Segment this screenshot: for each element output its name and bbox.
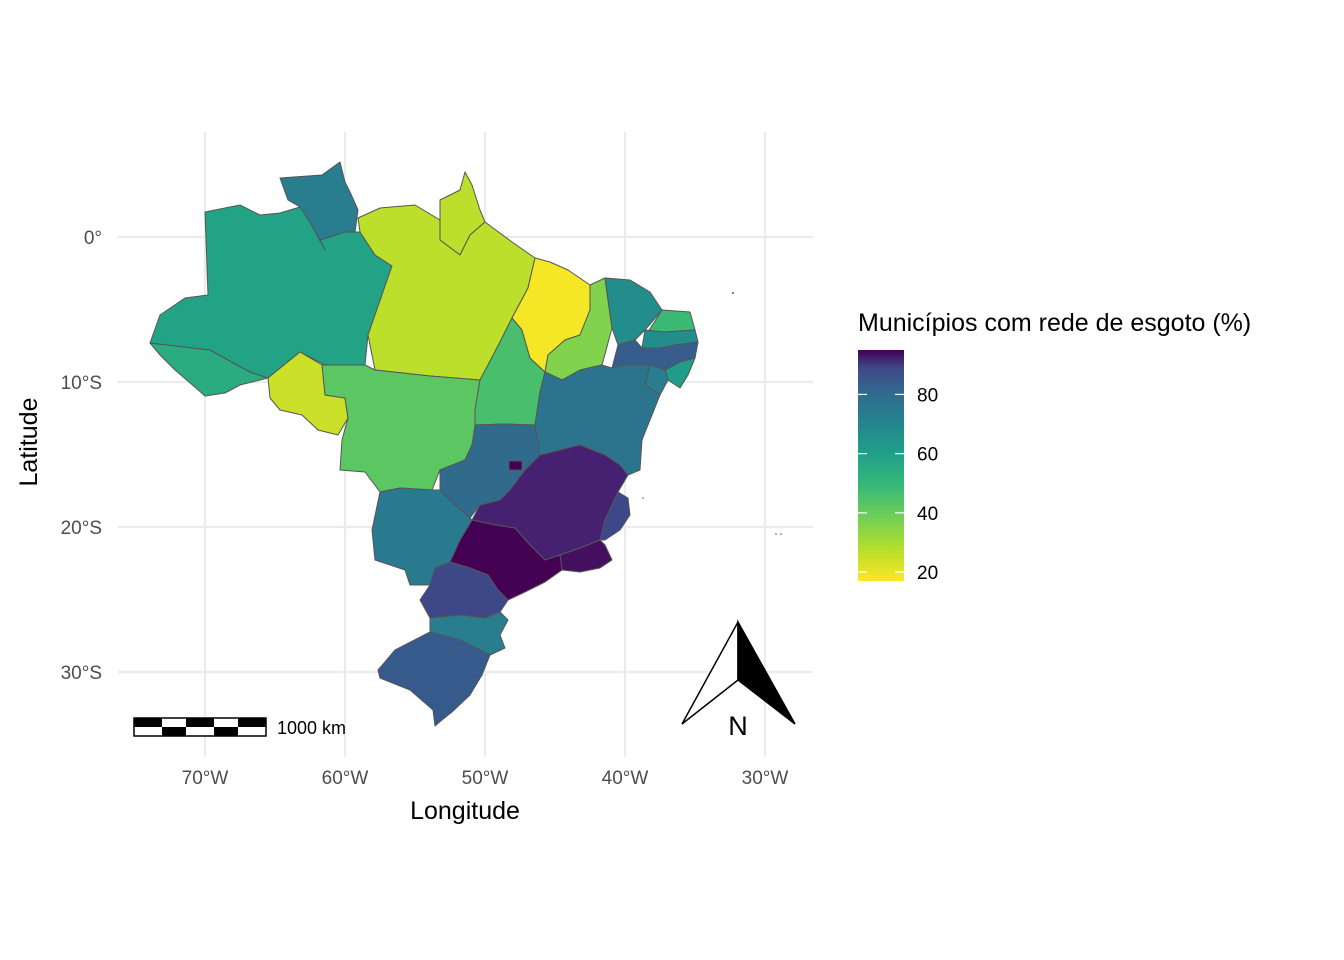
states-layer: [149, 161, 699, 727]
legend-label: 60: [917, 445, 938, 466]
y-axis-title: Latitude: [15, 398, 43, 487]
x-tick-label: 40°W: [602, 768, 649, 789]
state-ms: [371, 487, 473, 586]
x-tick-label: 60°W: [322, 768, 369, 789]
scale-bar-label: 1000 km: [277, 718, 346, 738]
legend: Municípios com rede de esgoto (%) 80 60 …: [858, 309, 1251, 584]
legend-label: 40: [917, 504, 938, 525]
legend-colorbar: [858, 350, 904, 581]
scale-bar: 1000 km: [133, 717, 346, 738]
island-dots: [642, 292, 782, 535]
y-tick-label: 10°S: [61, 373, 102, 394]
state-es: [599, 491, 631, 541]
y-tick-label: 0°: [84, 228, 102, 249]
legend-ticks: [858, 393, 904, 573]
state-rs: [377, 631, 491, 727]
x-tick-label: 30°W: [742, 768, 789, 789]
x-axis-title: Longitude: [410, 797, 520, 825]
state-df: [508, 460, 523, 471]
x-tick-label: 50°W: [462, 768, 509, 789]
y-tick-label: 20°S: [61, 518, 102, 539]
north-arrow: N: [681, 619, 796, 741]
state-ro: [267, 351, 349, 436]
legend-labels: 80 60 40 20: [917, 385, 938, 584]
state-rr: [279, 161, 359, 251]
x-tick-label: 70°W: [182, 768, 229, 789]
y-tick-label: 30°S: [61, 663, 102, 684]
legend-label: 20: [917, 563, 938, 584]
state-ce: [604, 277, 663, 346]
legend-title: Municípios com rede de esgoto (%): [858, 309, 1251, 337]
north-arrow-label: N: [728, 711, 748, 741]
legend-label: 80: [917, 385, 938, 406]
x-tick-labels: 70°W 60°W 50°W 40°W 30°W: [182, 768, 789, 789]
state-rj: [559, 539, 613, 573]
y-tick-labels: 0° 10°S 20°S 30°S: [61, 228, 102, 684]
